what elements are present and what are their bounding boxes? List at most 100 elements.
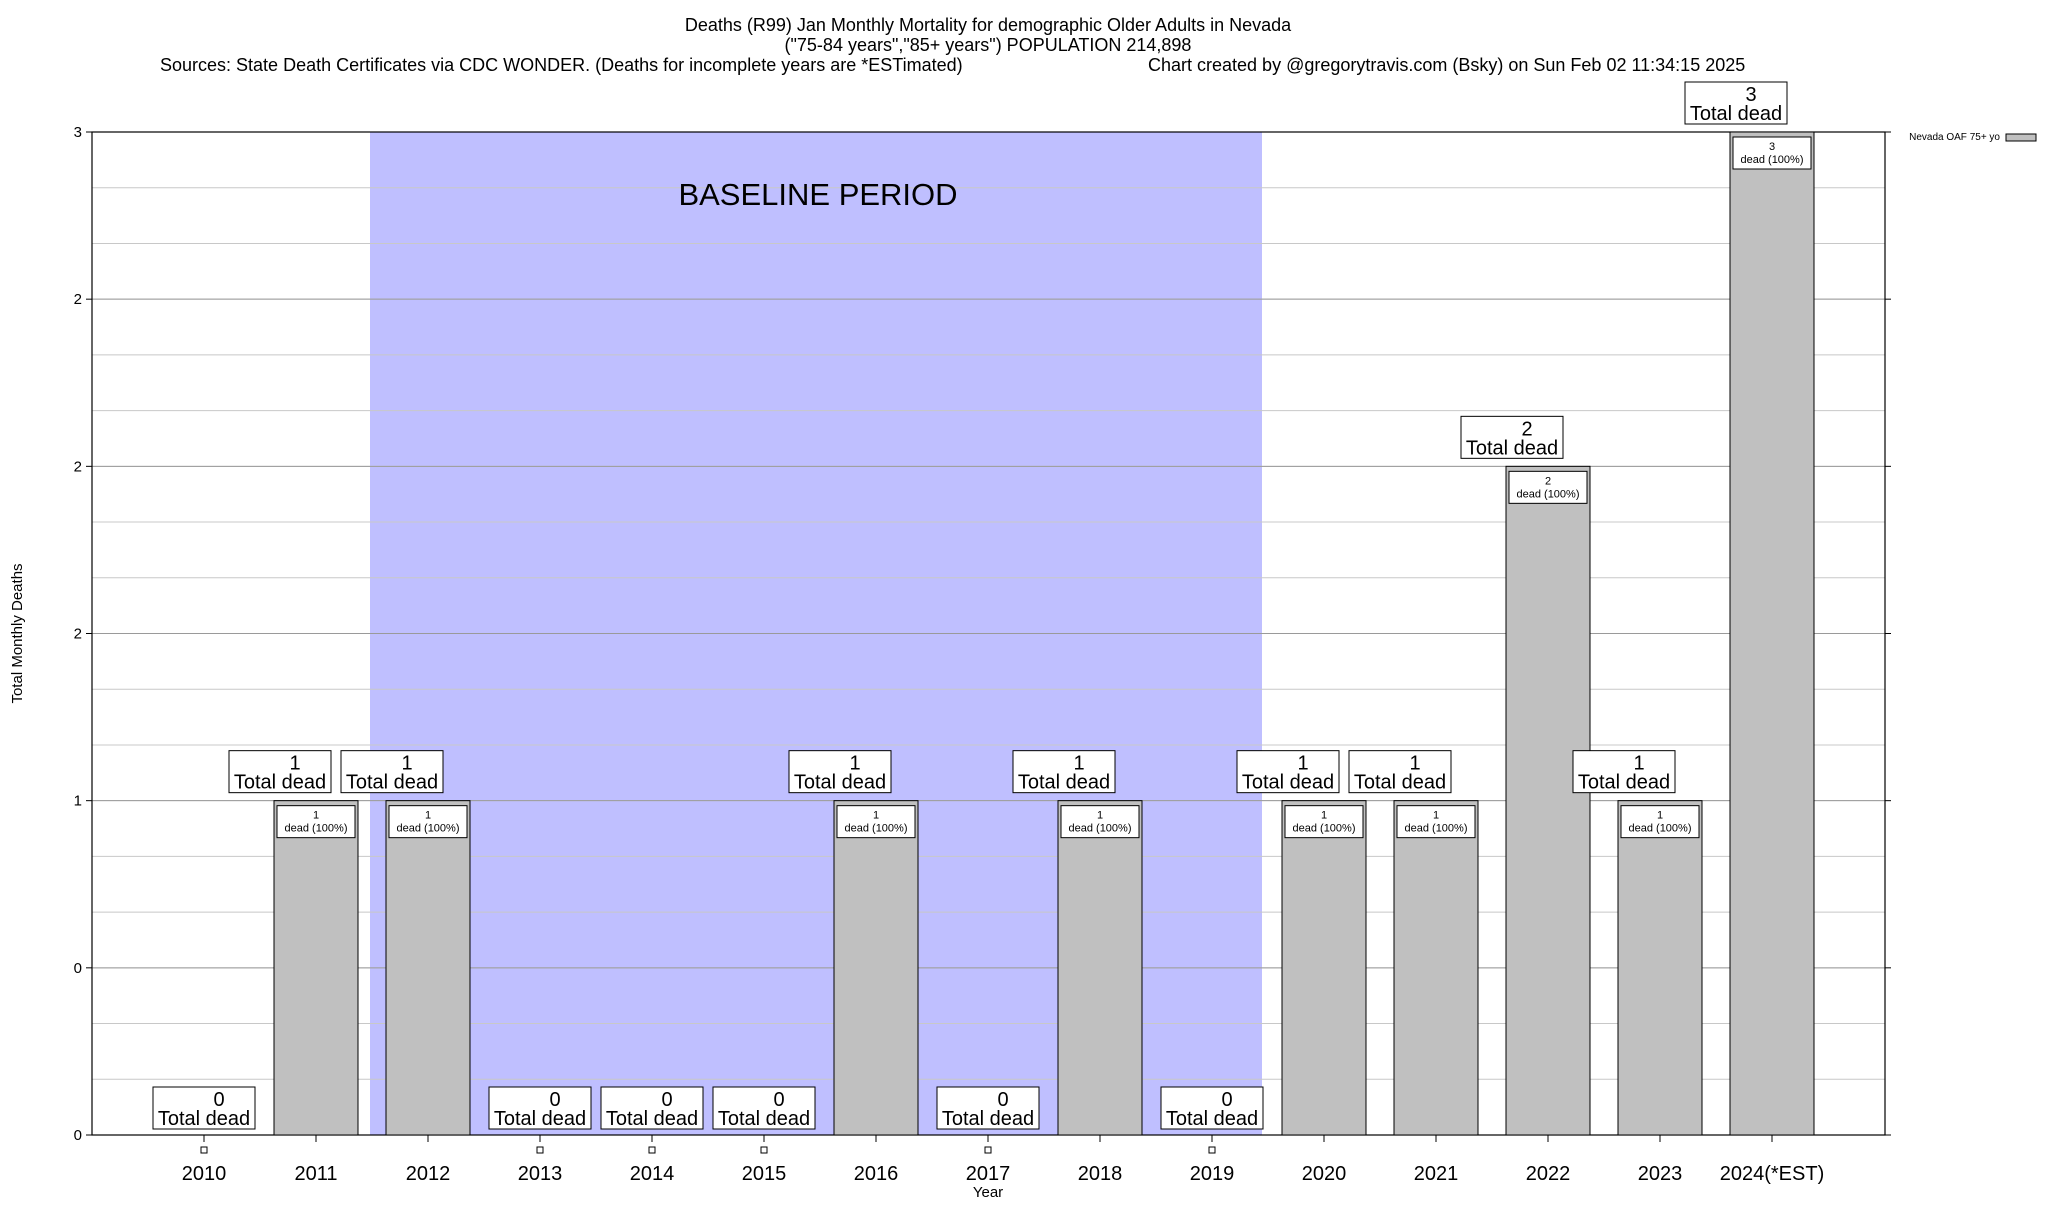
total-value-label: 1 (1409, 753, 1420, 775)
y-tick-label: 2 (74, 458, 82, 475)
total-text-label: Total dead (158, 1108, 250, 1130)
bar-inner-label-box (388, 805, 468, 839)
total-text-label: Total dead (1166, 1108, 1258, 1130)
bar-inner-value: 1 (425, 810, 431, 822)
x-tick-label: 2020 (1302, 1163, 1347, 1185)
bar-inner-label: dead (100%) (285, 823, 348, 835)
total-text-label: Total dead (606, 1108, 698, 1130)
bar-inner-label: dead (100%) (1629, 823, 1692, 835)
bar (1729, 131, 1815, 1136)
x-tick-label: 2019 (1190, 1163, 1235, 1185)
legend-label: Nevada OAF 75+ yo (1909, 132, 2000, 143)
bar-inner-value: 1 (1433, 810, 1439, 822)
bar (1393, 800, 1479, 1136)
x-tick-label: 2016 (854, 1163, 899, 1185)
total-label-box (936, 1086, 1040, 1130)
total-text-label: Total dead (1242, 772, 1334, 794)
total-text-label: Total dead (1690, 103, 1782, 125)
total-label-box (712, 1086, 816, 1130)
total-label-box (1348, 750, 1452, 794)
bar-inner-label: dead (100%) (1405, 823, 1468, 835)
bar-inner-label-box (1060, 805, 1140, 839)
total-text-label: Total dead (346, 772, 438, 794)
x-tick-label: 2017 (966, 1163, 1011, 1185)
bar-inner-label-box (276, 805, 356, 839)
total-value-label: 0 (549, 1089, 560, 1111)
total-value-label: 3 (1745, 84, 1756, 106)
bar-inner-label: dead (100%) (397, 823, 460, 835)
bar-inner-label-box (1620, 805, 1700, 839)
baseline-period-label: BASELINE PERIOD (678, 177, 957, 212)
x-tick-label: 2010 (182, 1163, 227, 1185)
bar-inner-value: 1 (1657, 810, 1663, 822)
total-value-label: 1 (401, 753, 412, 775)
total-label-box (1572, 750, 1676, 794)
zero-marker (760, 1146, 768, 1154)
bar-inner-label: dead (100%) (1517, 488, 1580, 500)
source-note: Sources: State Death Certificates via CD… (160, 55, 963, 75)
y-tick-label: 0 (74, 960, 82, 977)
zero-marker (648, 1146, 656, 1154)
total-value-label: 0 (661, 1089, 672, 1111)
total-text-label: Total dead (718, 1108, 810, 1130)
total-value-label: 0 (213, 1089, 224, 1111)
bar (1505, 465, 1591, 1136)
total-label-box (1012, 750, 1116, 794)
bar-inner-label: dead (100%) (1293, 823, 1356, 835)
x-tick-label: 2024(*EST) (1720, 1163, 1825, 1185)
total-value-label: 1 (1297, 753, 1308, 775)
total-text-label: Total dead (1354, 772, 1446, 794)
total-value-label: 1 (849, 753, 860, 775)
y-tick-label: 0 (74, 1127, 82, 1144)
x-tick-label: 2021 (1414, 1163, 1459, 1185)
x-tick-label: 2023 (1638, 1163, 1683, 1185)
credit-note: Chart created by @gregorytravis.com (Bsk… (1148, 55, 1745, 75)
bar (273, 800, 359, 1136)
bar (1057, 800, 1143, 1136)
y-tick-label: 1 (74, 793, 82, 810)
total-text-label: Total dead (794, 772, 886, 794)
bar (1281, 800, 1367, 1136)
total-label-box (788, 750, 892, 794)
y-tick-label: 2 (74, 626, 82, 643)
bar-inner-label-box (1284, 805, 1364, 839)
chart-title: Deaths (R99) Jan Monthly Mortality for d… (685, 15, 1292, 35)
legend-swatch (2005, 133, 2037, 142)
bar-inner-label-box (1732, 136, 1812, 170)
bar-inner-label-box (1396, 805, 1476, 839)
bar-inner-label: dead (100%) (1069, 823, 1132, 835)
x-tick-label: 2015 (742, 1163, 787, 1185)
bar-inner-value: 1 (313, 810, 319, 822)
bar-inner-label-box (1508, 470, 1588, 504)
total-text-label: Total dead (234, 772, 326, 794)
total-label-box (1684, 81, 1788, 125)
bar-inner-value: 2 (1545, 475, 1551, 487)
total-value-label: 1 (1633, 753, 1644, 775)
total-text-label: Total dead (1018, 772, 1110, 794)
x-tick-label: 2012 (406, 1163, 451, 1185)
total-label-box (1160, 1086, 1264, 1130)
chart-subtitle: ("75-84 years","85+ years") POPULATION 2… (785, 35, 1192, 55)
bar-inner-value: 1 (873, 810, 879, 822)
bar (833, 800, 919, 1136)
total-label-box (340, 750, 444, 794)
total-label-box (228, 750, 332, 794)
total-text-label: Total dead (1578, 772, 1670, 794)
bar-inner-label: dead (100%) (845, 823, 908, 835)
total-label-box (600, 1086, 704, 1130)
total-label-box (152, 1086, 256, 1130)
bar-inner-label-box (836, 805, 916, 839)
total-value-label: 0 (773, 1089, 784, 1111)
total-text-label: Total dead (494, 1108, 586, 1130)
total-value-label: 0 (997, 1089, 1008, 1111)
total-value-label: 0 (1221, 1089, 1232, 1111)
y-tick-label: 2 (74, 291, 82, 308)
total-value-label: 1 (1073, 753, 1084, 775)
x-tick-label: 2013 (518, 1163, 563, 1185)
x-tick-label: 2014 (630, 1163, 675, 1185)
total-label-box (1236, 750, 1340, 794)
y-tick-label: 3 (74, 124, 82, 141)
zero-marker (1208, 1146, 1216, 1154)
